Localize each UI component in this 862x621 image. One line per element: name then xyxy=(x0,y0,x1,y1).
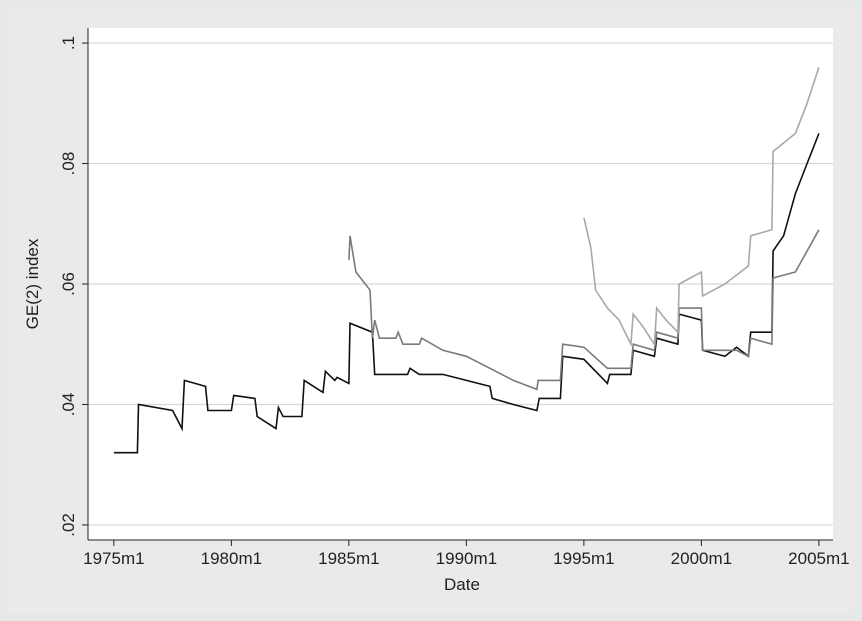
x-tick-label: 2000m1 xyxy=(671,549,732,568)
y-tick-label: .02 xyxy=(59,513,78,537)
x-tick-label: 2005m1 xyxy=(788,549,849,568)
y-tick-label: .06 xyxy=(59,272,78,296)
x-tick-label: 1980m1 xyxy=(201,549,262,568)
x-tick-label: 1985m1 xyxy=(318,549,379,568)
y-tick-label: .08 xyxy=(59,152,78,176)
y-axis-label: GE(2) index xyxy=(23,238,42,329)
x-tick-label: 1995m1 xyxy=(553,549,614,568)
series-line xyxy=(113,133,820,454)
x-tick-label: 1990m1 xyxy=(436,549,497,568)
series-line xyxy=(583,66,820,348)
y-tick-label: .04 xyxy=(59,393,78,417)
series-line xyxy=(348,229,820,391)
x-tick-label: 1975m1 xyxy=(83,549,144,568)
y-tick-label: .1 xyxy=(59,36,78,50)
x-axis-label: Date xyxy=(444,575,480,594)
